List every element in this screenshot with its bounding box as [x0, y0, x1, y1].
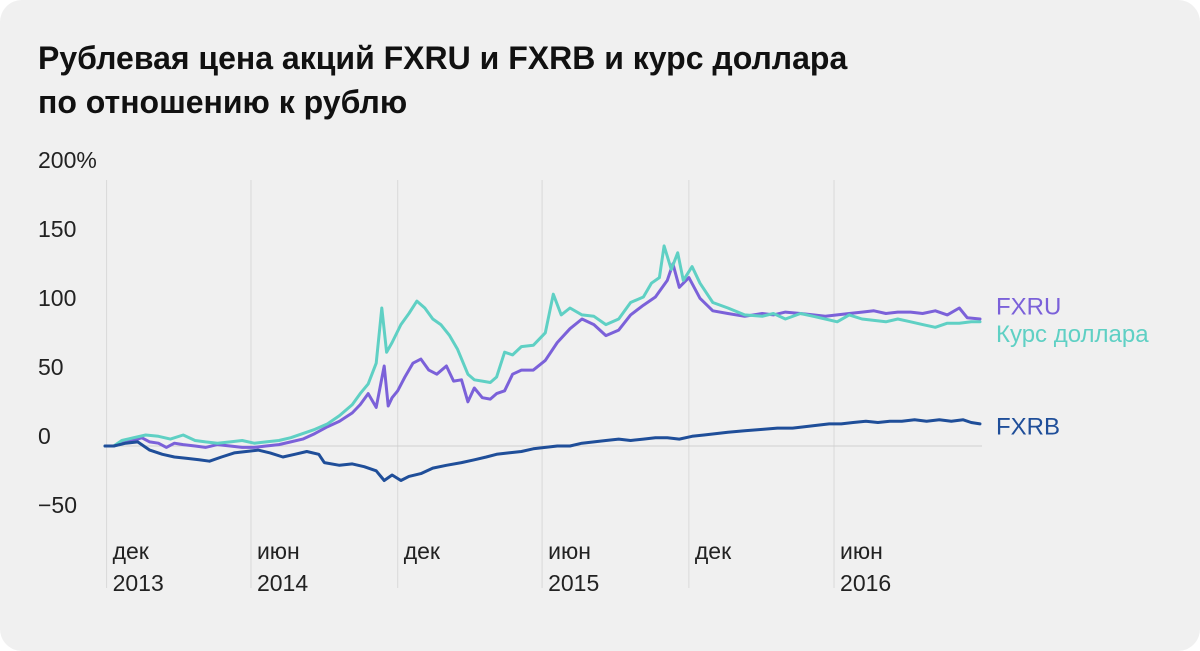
- x-tick-year-label: 2015: [548, 570, 599, 596]
- y-tick-label: 150: [38, 216, 76, 242]
- y-tick-label: −50: [38, 492, 77, 518]
- y-tick-label: 100: [38, 285, 76, 311]
- y-tick-label: 200%: [38, 147, 97, 173]
- y-tick-label: 50: [38, 354, 64, 380]
- x-tick-year-label: 2014: [257, 570, 308, 596]
- x-tick-month-label: дек: [695, 538, 732, 564]
- x-tick-year-label: 2013: [113, 570, 164, 596]
- x-tick-month-label: дек: [113, 538, 150, 564]
- series-line-2: [103, 244, 982, 448]
- series-end-label: Курс доллара: [996, 321, 1149, 348]
- chart-title: Рублевая цена акций FXRU и FXRB и курс д…: [38, 36, 1138, 124]
- y-tick-label: 0: [38, 423, 51, 449]
- series-end-label: FXRU: [996, 294, 1061, 321]
- x-tick-year-label: 2016: [840, 570, 891, 596]
- x-tick-month-label: июн: [548, 538, 591, 564]
- series-line-3: [103, 418, 982, 482]
- x-tick-month-label: июн: [840, 538, 883, 564]
- series-end-label: FXRB: [996, 414, 1060, 441]
- chart-title-line-1: Рублевая цена акций FXRU и FXRB и курс д…: [38, 40, 848, 76]
- x-tick-month-label: июн: [257, 538, 300, 564]
- chart-title-line-2: по отношению к рублю: [38, 84, 408, 120]
- x-tick-month-label: дек: [404, 538, 441, 564]
